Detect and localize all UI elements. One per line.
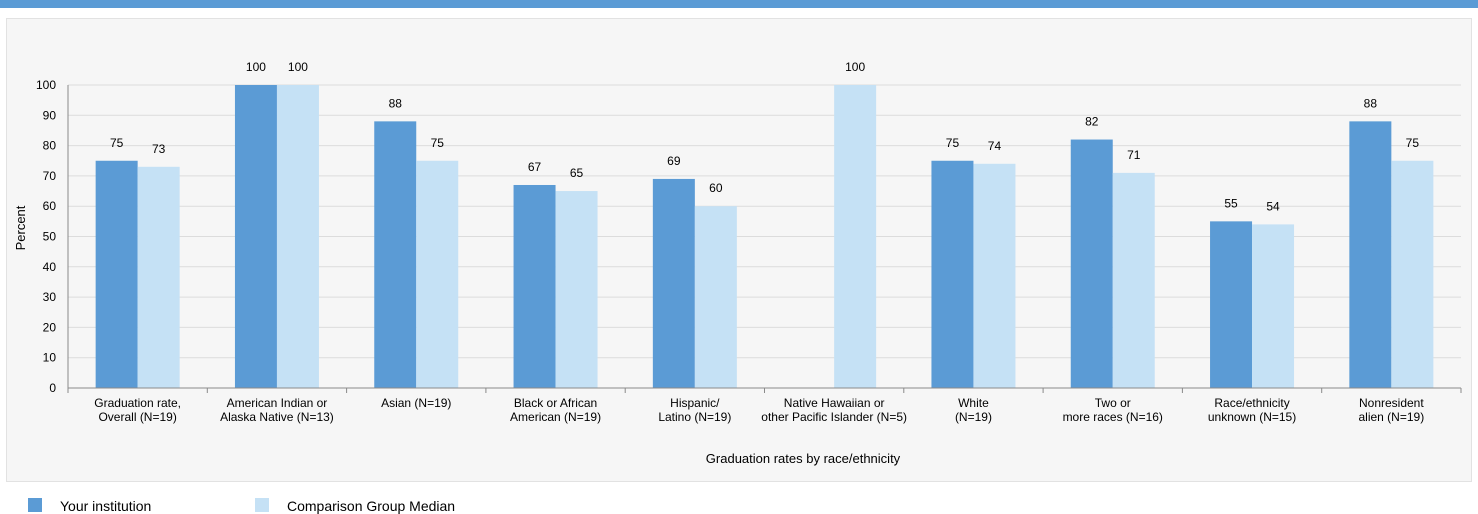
legend-label-median: Comparison Group Median [287,498,456,514]
x-tick-label: alien (N=19) [1358,410,1424,424]
x-tick-label: Asian (N=19) [381,396,451,410]
data-label: 100 [288,60,308,74]
bar [416,160,459,388]
legend-swatch-institution [28,498,42,512]
data-label: 75 [1406,136,1420,150]
data-label: 75 [946,136,960,150]
data-label: 100 [246,60,266,74]
data-label: 71 [1127,148,1141,162]
y-tick-label: 100 [36,78,56,92]
x-tick-label: Black or African [514,396,597,410]
legend-swatch-median [255,498,269,512]
data-label: 67 [528,160,542,174]
data-label: 60 [709,181,723,195]
data-label: 75 [431,136,445,150]
x-tick-label: American Indian or [227,396,328,410]
x-axis-title: Graduation rates by race/ethnicity [706,451,901,466]
y-tick-label: 50 [43,230,57,244]
bar [1210,221,1253,388]
x-tick-label: Nonresident [1359,396,1424,410]
x-tick-label: Overall (N=19) [98,410,176,424]
x-tick-label: other Pacific Islander (N=5) [761,410,907,424]
y-tick-label: 10 [43,351,57,365]
data-label: 88 [389,96,403,110]
bar [513,184,556,388]
bar [652,178,695,388]
x-tick-label: unknown (N=15) [1208,410,1296,424]
x-tick-label: Hispanic/ [670,396,720,410]
data-label: 100 [845,60,865,74]
data-label: 69 [667,154,681,168]
bar [95,160,138,388]
data-label: 74 [988,139,1002,153]
bars [95,85,1434,389]
y-tick-label: 70 [43,169,57,183]
bar [555,191,598,388]
x-tick-label: (N=19) [955,410,992,424]
data-labels: 75 73 100 100 88 75 67 65 69 60 100 75 74 82 71 55 54 88 7… [110,60,1419,213]
data-label: 65 [570,166,584,180]
y-tick-label: 80 [43,139,57,153]
data-label: 75 [110,136,124,150]
bar [931,160,974,388]
y-axis-title: Percent [13,205,28,250]
bar [374,121,417,389]
top-accent-bar [0,0,1478,8]
y-tick-label: 60 [43,199,57,213]
bar [973,163,1016,388]
bar [834,85,877,388]
bar [234,85,277,388]
bar [1070,139,1113,388]
y-tick-label: 40 [43,260,57,274]
x-tick-label: Two or [1095,396,1131,410]
bar [276,85,319,388]
data-label: 88 [1364,96,1378,110]
data-label: 55 [1224,196,1238,210]
y-tick-label: 20 [43,320,57,334]
x-tick-label: Race/ethnicity [1214,396,1289,410]
axes: 0 10 20 30 40 50 60 70 80 90 100 Graduation rate,Ov… [36,78,1462,424]
bar [1349,121,1392,389]
legend-label-institution: Your institution [60,498,152,514]
data-label: 73 [152,142,166,156]
bar [694,206,737,388]
y-tick-label: 0 [49,381,56,395]
data-label: 54 [1266,199,1280,213]
x-tick-label: American (N=19) [510,410,601,424]
data-label: 82 [1085,115,1099,129]
bar [137,166,180,388]
y-tick-label: 30 [43,290,57,304]
x-tick-label: Alaska Native (N=13) [220,410,334,424]
legend: Your institution Comparison Group Median [0,492,1478,514]
x-tick-label: Graduation rate, [94,396,181,410]
x-tick-label: Native Hawaiian or [784,396,885,410]
y-tick-label: 90 [43,108,57,122]
x-tick-label: Latino (N=19) [658,410,731,424]
bar [1391,160,1434,388]
bar [1252,224,1295,388]
bar [1112,172,1155,388]
x-tick-label: more races (N=16) [1063,410,1163,424]
x-tick-label: White [958,396,989,410]
